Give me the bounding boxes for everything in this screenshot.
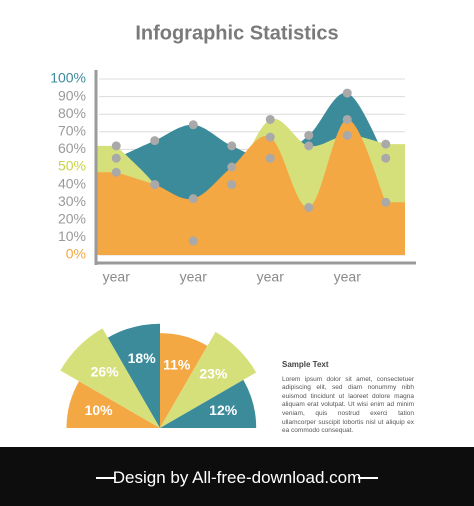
footer-credit: Design by All-free-download.com	[112, 468, 362, 487]
y-tick-label: 20%	[58, 211, 86, 227]
point-marker	[150, 180, 160, 190]
y-tick-label: 50%	[58, 158, 86, 174]
area	[97, 119, 405, 255]
polar-sector	[160, 331, 257, 428]
point-marker	[342, 114, 352, 124]
sample-paragraph: Lorem ipsum dolor sit amet, consectetuer…	[282, 375, 414, 435]
point-marker	[188, 194, 198, 204]
point-marker	[342, 88, 352, 98]
y-tick-label: 80%	[58, 105, 86, 121]
x-tick-label: year	[257, 269, 285, 285]
chart-title: Infographic Statistics	[135, 22, 338, 44]
value-label: 26%	[91, 363, 120, 379]
point-marker	[381, 197, 391, 207]
point-marker	[188, 236, 198, 246]
polar-sector	[107, 323, 160, 428]
point-marker	[227, 162, 237, 172]
point-marker	[265, 132, 275, 142]
value-label: 10%	[85, 402, 114, 418]
y-tick-label: 100%	[50, 70, 86, 86]
y-tick-label: 40%	[58, 175, 86, 191]
point-marker	[381, 139, 391, 149]
footer-bar: Design by All-free-download.com	[0, 447, 474, 506]
point-marker	[304, 141, 314, 151]
point-marker	[111, 141, 121, 151]
y-tick-label: 0%	[66, 246, 86, 262]
y-tick-label: 70%	[58, 123, 86, 139]
value-label: 12%	[209, 402, 238, 418]
point-marker	[265, 114, 275, 124]
value-label: 23%	[199, 365, 228, 381]
point-marker	[227, 180, 237, 190]
point-marker	[227, 141, 237, 151]
value-label: 11%	[163, 356, 191, 372]
sample-text-block: Sample Text Lorem ipsum dolor sit amet, …	[282, 360, 414, 436]
point-marker	[188, 120, 198, 130]
chart: Infographic Statistics 0%10%20%30%40%50%…	[50, 22, 416, 428]
polar-sector	[160, 333, 208, 428]
y-tick-label: 10%	[58, 228, 86, 244]
x-tick-label: year	[180, 269, 208, 285]
point-marker	[111, 153, 121, 163]
point-marker	[304, 202, 314, 212]
sample-heading: Sample Text	[282, 360, 329, 369]
y-tick-label: 90%	[58, 87, 86, 103]
point-marker	[150, 136, 160, 146]
polar-sector	[66, 381, 160, 428]
point-marker	[381, 153, 391, 163]
y-tick-label: 30%	[58, 193, 86, 209]
polar-sector	[160, 379, 257, 428]
point-marker	[304, 130, 314, 140]
point-marker	[342, 130, 352, 140]
point-marker	[265, 153, 275, 163]
y-tick-label: 60%	[58, 140, 86, 156]
footer-decor	[96, 477, 378, 479]
value-label: 18%	[128, 350, 157, 366]
point-marker	[111, 167, 121, 177]
polar-sector	[60, 328, 160, 428]
x-tick-label: year	[103, 269, 131, 285]
x-tick-label: year	[334, 269, 362, 285]
